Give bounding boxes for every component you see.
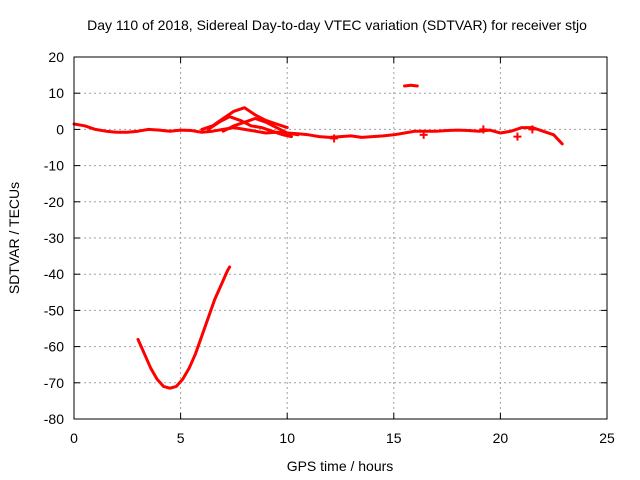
y-tick-label: 10: [48, 85, 64, 101]
data-series: [72, 83, 564, 390]
y-tick-label: -50: [44, 302, 64, 318]
chart-title: Day 110 of 2018, Sidereal Day-to-day VTE…: [87, 17, 587, 33]
series-isolated-segment: [403, 83, 419, 88]
y-tick-label: -10: [44, 158, 64, 174]
y-tick-label: -40: [44, 266, 64, 282]
series-middle-trace: [206, 115, 293, 139]
data-marker: [513, 132, 522, 141]
y-tick-label: -70: [44, 375, 64, 391]
y-tick-label: -60: [44, 339, 64, 355]
data-marker: [330, 134, 339, 143]
grid: [74, 57, 607, 419]
y-tick-label: 0: [56, 121, 64, 137]
plot-frame: [73, 56, 608, 420]
y-tick-label: -20: [44, 194, 64, 210]
data-marker: [479, 125, 488, 134]
x-tick-label: 0: [70, 430, 78, 446]
data-marker: [528, 125, 537, 134]
y-tick-label: 20: [48, 49, 64, 65]
x-tick-label: 10: [279, 430, 295, 446]
y-tick-label: -80: [44, 411, 64, 427]
x-tick-label: 15: [386, 430, 402, 446]
series-lower-trace: [221, 117, 300, 137]
series-dip-trace: [136, 265, 232, 390]
x-tick-label: 20: [493, 430, 509, 446]
x-tick-label: 5: [177, 430, 185, 446]
data-marker: [419, 130, 428, 139]
y-tick-label: -30: [44, 230, 64, 246]
axis-ticks: 20 10 0 -10 -20 -30 -40 -50 -60 -70 -80 0 5 10 15 20 25: [44, 49, 615, 446]
x-tick-label: 25: [599, 430, 615, 446]
x-axis-label: GPS time / hours: [287, 458, 394, 474]
y-axis-label: SDTVAR / TECUs: [6, 182, 22, 294]
